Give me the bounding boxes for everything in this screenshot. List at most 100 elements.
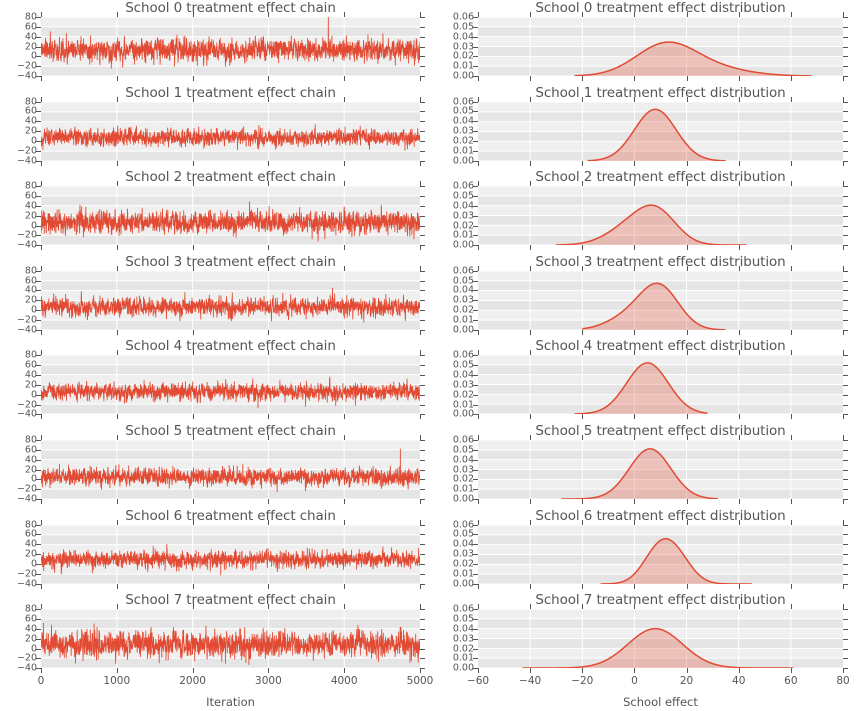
subplot-title: School 7 treatment effect chain xyxy=(125,592,336,609)
y-tick-mark xyxy=(420,384,425,386)
y-tick-mark xyxy=(843,375,848,377)
y-tick-mark xyxy=(843,619,848,621)
x-tick-mark xyxy=(790,499,792,504)
x-tick-mark xyxy=(634,414,636,420)
y-tick-mark xyxy=(36,150,41,152)
x-tick-mark xyxy=(344,160,346,166)
y-tick-label: 0.01 xyxy=(452,314,474,326)
y-axis-tick-labels: 0.00 0.01 0.02 0.03 0.04 0.05 0.06 xyxy=(440,435,474,503)
y-tick-mark xyxy=(420,290,425,292)
y-tick-mark xyxy=(420,186,425,188)
x-tick-mark xyxy=(530,604,532,610)
x-tick-mark xyxy=(634,245,636,251)
y-tick-mark xyxy=(420,394,425,396)
x-tick-mark xyxy=(530,245,532,251)
x-tick-mark xyxy=(582,668,584,674)
x-tick-mark xyxy=(843,499,844,504)
x-tick-mark xyxy=(686,12,688,17)
y-tick-mark xyxy=(473,524,478,526)
y-tick-label: 60 xyxy=(24,359,37,371)
y-tick-mark xyxy=(843,56,848,58)
x-tick-mark xyxy=(420,604,421,610)
y-tick-mark xyxy=(420,300,425,302)
x-tick-mark xyxy=(686,265,688,271)
y-tick-mark xyxy=(36,499,41,500)
y-tick-mark xyxy=(36,270,41,272)
y-tick-mark xyxy=(36,668,41,670)
x-tick-mark xyxy=(478,76,479,81)
y-tick-label: 0 xyxy=(30,50,37,62)
y-tick-label: 0.03 xyxy=(452,632,474,644)
y-tick-label: −20 xyxy=(16,568,37,579)
x-tick-mark xyxy=(530,414,532,420)
y-tick-label: 0.01 xyxy=(452,568,474,579)
y-tick-mark xyxy=(36,56,41,58)
y-tick-mark xyxy=(843,329,848,331)
x-tick-mark xyxy=(41,435,42,440)
x-tick-mark xyxy=(634,583,636,589)
x-tick-mark xyxy=(530,499,532,504)
x-tick-mark xyxy=(41,329,42,335)
x-tick-mark xyxy=(582,350,584,356)
y-tick-mark xyxy=(36,300,41,302)
y-tick-mark xyxy=(420,534,425,536)
plot-area xyxy=(41,355,420,415)
y-tick-label: 0.05 xyxy=(452,190,474,202)
x-tick-mark xyxy=(268,414,270,420)
x-tick-label: 60 xyxy=(784,675,798,688)
x-tick-mark xyxy=(634,668,636,674)
y-tick-mark xyxy=(36,121,41,123)
plot-area xyxy=(478,524,843,584)
y-axis-tick-labels: −40 −20 0 20 40 60 80 xyxy=(3,181,37,249)
plot-area xyxy=(478,101,843,161)
subplot-distribution-5: School 5 treatment effect distribution 0.… xyxy=(453,423,848,504)
y-tick-mark xyxy=(420,329,425,331)
y-tick-mark xyxy=(843,196,848,198)
y-tick-mark xyxy=(843,290,848,292)
y-tick-mark xyxy=(473,583,478,585)
x-tick-mark xyxy=(41,160,42,166)
y-tick-label: 0.03 xyxy=(452,40,474,52)
y-tick-mark xyxy=(36,440,41,441)
density-curve xyxy=(574,362,708,415)
y-axis-tick-labels: −40 −20 0 20 40 60 80 xyxy=(3,97,37,165)
plot-area xyxy=(478,440,843,499)
density-fill xyxy=(522,628,794,669)
chain-trace xyxy=(41,448,420,493)
x-tick-mark xyxy=(686,414,688,420)
y-tick-label: 0.06 xyxy=(452,11,474,23)
x-tick-mark xyxy=(268,265,270,271)
plot-area xyxy=(478,355,843,415)
x-tick-mark xyxy=(478,245,479,251)
subplot-title: School 0 treatment effect distribution xyxy=(535,0,786,16)
x-tick-mark xyxy=(268,12,270,17)
x-tick-mark xyxy=(420,181,421,187)
chain-trace xyxy=(41,17,420,69)
x-tick-mark xyxy=(686,435,688,440)
y-tick-label: 0.02 xyxy=(452,135,474,147)
x-tick-mark xyxy=(192,668,194,674)
x-tick-mark xyxy=(268,499,270,504)
y-tick-label: 80 xyxy=(24,11,37,23)
y-tick-mark xyxy=(420,160,425,162)
y-tick-mark xyxy=(843,355,848,357)
y-tick-mark xyxy=(36,384,41,386)
subplot-title: School 3 treatment effect chain xyxy=(125,253,336,270)
y-axis-tick-labels: 0.00 0.01 0.02 0.03 0.04 0.05 0.06 xyxy=(440,12,474,80)
y-tick-mark xyxy=(843,563,848,565)
y-axis-tick-labels: 0.00 0.01 0.02 0.03 0.04 0.05 0.06 xyxy=(440,604,474,672)
y-tick-label: 60 xyxy=(24,274,37,286)
y-tick-mark xyxy=(36,449,41,451)
x-tick-mark xyxy=(344,583,346,589)
x-tick-mark xyxy=(686,350,688,356)
y-tick-label: 80 xyxy=(24,265,37,277)
subplot-title: School 5 treatment effect chain xyxy=(125,423,336,439)
x-tick-mark xyxy=(478,160,479,166)
y-tick-mark xyxy=(473,573,478,575)
y-tick-mark xyxy=(843,150,848,152)
y-tick-mark xyxy=(473,300,478,302)
y-tick-mark xyxy=(36,310,41,312)
subplot-title: School 6 treatment effect distribution xyxy=(535,507,786,524)
x-tick-mark xyxy=(268,583,270,589)
y-tick-mark xyxy=(473,46,478,48)
